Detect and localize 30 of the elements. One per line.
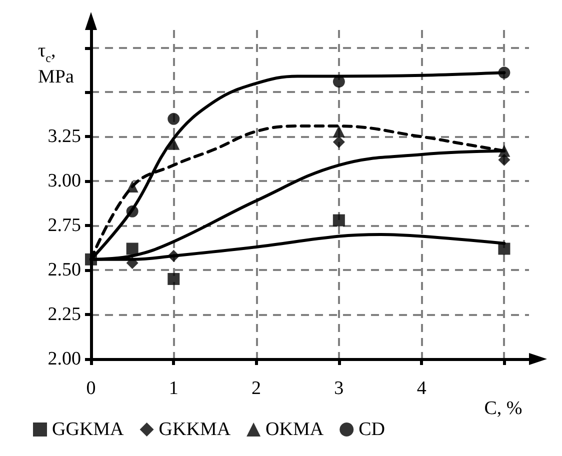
- legend-label: OKMA: [266, 419, 324, 440]
- point: [332, 136, 345, 148]
- point: [498, 66, 510, 79]
- point: [168, 272, 180, 285]
- point: [85, 253, 97, 266]
- x-axis-title: C, %: [484, 398, 522, 419]
- point: [332, 125, 345, 138]
- y-tick-label: 3.25: [48, 126, 81, 148]
- y-tick-label: 2.75: [48, 215, 81, 236]
- y-tick-label: 2.50: [48, 260, 81, 281]
- point: [168, 250, 180, 262]
- legend-label: GKKMA: [158, 419, 231, 440]
- y-tick-label: 2.25: [48, 304, 81, 326]
- legend-label: CD: [358, 419, 386, 440]
- point: [168, 112, 180, 125]
- point: [498, 242, 510, 255]
- y-tick-label: 2.00: [48, 348, 81, 370]
- x-tick-label: 2: [252, 378, 262, 399]
- point: [498, 144, 510, 157]
- legend-label: GGKMA: [52, 419, 124, 440]
- x-tick-label: 3: [334, 378, 344, 399]
- point: [332, 214, 345, 226]
- point: [126, 205, 138, 218]
- x-tick-label: 0: [86, 378, 96, 399]
- x-tick-label: 4: [416, 378, 427, 399]
- point: [126, 242, 138, 255]
- point: [126, 256, 138, 269]
- point: [126, 180, 138, 192]
- x-tick-label: 1: [168, 378, 178, 399]
- y-tick-label: 3.00: [48, 170, 81, 192]
